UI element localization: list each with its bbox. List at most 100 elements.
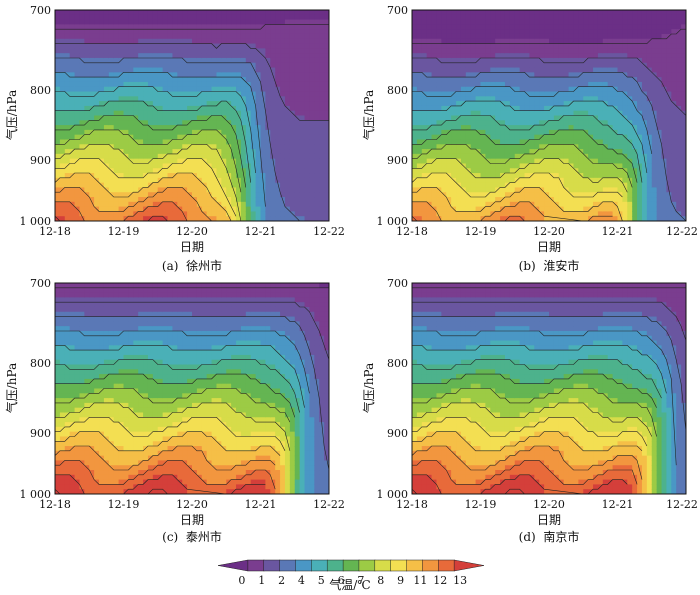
heat-cell	[622, 81, 628, 88]
heat-cell	[128, 48, 134, 54]
panel-c-plot	[55, 283, 329, 494]
heat-cell	[656, 62, 663, 69]
heat-cell	[103, 177, 110, 184]
heat-cell	[284, 67, 291, 73]
heat-cell	[426, 173, 433, 179]
heat-cell	[456, 86, 462, 93]
heat-cell	[152, 153, 159, 160]
heat-cell	[55, 163, 61, 169]
heat-cell	[192, 72, 198, 78]
heat-cell	[211, 67, 218, 73]
heat-cell	[314, 129, 320, 136]
heat-cell	[681, 77, 686, 83]
heat-cell	[211, 177, 218, 184]
heat-cell	[490, 43, 496, 49]
heat-cell	[304, 72, 311, 78]
heat-cell	[588, 48, 594, 54]
heat-cell	[196, 62, 203, 69]
heat-cell	[441, 10, 447, 16]
heat-cell	[485, 101, 491, 107]
heat-cell	[206, 43, 213, 49]
heat-cell	[470, 153, 477, 160]
heat-cell	[192, 134, 198, 141]
heat-cell	[646, 53, 653, 59]
heat-cell	[441, 139, 447, 145]
heat-cell	[651, 182, 658, 189]
heat-cell	[265, 53, 271, 59]
heat-cell	[309, 33, 315, 40]
heat-cell	[74, 177, 81, 184]
heat-cell	[64, 105, 71, 112]
heat-cell	[568, 129, 575, 136]
heat-cell	[99, 192, 105, 198]
heat-cell	[622, 192, 628, 198]
heat-cell	[133, 38, 139, 45]
heat-cell	[152, 10, 159, 16]
heat-cell	[231, 129, 237, 136]
heat-cell	[172, 216, 178, 221]
heat-cell	[157, 14, 164, 21]
heat-cell	[431, 14, 438, 21]
heat-cell	[676, 192, 682, 198]
heat-cell	[226, 96, 232, 102]
heat-cell	[94, 192, 100, 198]
heat-cell	[157, 29, 164, 35]
heat-cell	[260, 72, 266, 78]
heat-cell	[500, 43, 506, 49]
heat-cell	[143, 105, 149, 112]
x-tick: 12-19	[465, 225, 497, 238]
heat-cell	[236, 38, 242, 45]
heat-cell	[74, 96, 81, 102]
heat-cell	[534, 201, 540, 208]
heat-cell	[275, 96, 281, 102]
heat-cell	[324, 24, 329, 30]
heat-cell	[133, 192, 139, 198]
heat-cell	[289, 29, 296, 35]
heat-cell	[490, 173, 496, 179]
heat-cell	[436, 139, 442, 145]
heat-cell	[514, 182, 521, 189]
heat-cell	[661, 105, 668, 112]
heat-cell	[676, 43, 682, 49]
heat-cell	[167, 173, 174, 179]
heat-cell	[602, 72, 609, 78]
heat-cell	[89, 182, 95, 189]
heat-cell	[289, 120, 296, 126]
heat-cell	[568, 125, 575, 131]
heat-cell	[240, 134, 247, 141]
heat-cell	[255, 201, 262, 208]
heat-cell	[651, 81, 658, 88]
heat-cell	[309, 96, 315, 102]
heat-cell	[147, 173, 154, 179]
heat-cell	[206, 110, 213, 117]
heat-cell	[69, 62, 76, 69]
heat-cell	[524, 67, 531, 73]
heat-cell	[284, 211, 291, 217]
heat-cell	[500, 86, 506, 93]
heat-cell	[236, 139, 242, 145]
heat-cell	[485, 38, 491, 45]
heat-cell	[549, 110, 555, 117]
heat-cell	[55, 101, 61, 107]
heat-cell	[460, 72, 467, 78]
heat-cell	[294, 43, 301, 49]
heat-cell	[460, 38, 467, 45]
heat-cell	[509, 77, 516, 83]
heat-cell	[583, 173, 589, 179]
heat-cell	[240, 91, 247, 97]
heat-cell	[456, 101, 462, 107]
heat-cell	[539, 38, 545, 45]
heat-cell	[656, 29, 663, 35]
heat-cell	[509, 62, 516, 69]
heat-cell	[529, 105, 535, 112]
heat-cell	[500, 177, 506, 184]
heat-cell	[676, 168, 682, 174]
heat-cell	[676, 134, 682, 141]
heat-cell	[74, 115, 81, 121]
heat-cell	[74, 173, 81, 179]
heat-cell	[138, 211, 144, 217]
heat-cell	[216, 192, 222, 198]
heat-cell	[182, 96, 188, 102]
heat-cell	[416, 110, 423, 117]
heat-cell	[245, 125, 252, 131]
